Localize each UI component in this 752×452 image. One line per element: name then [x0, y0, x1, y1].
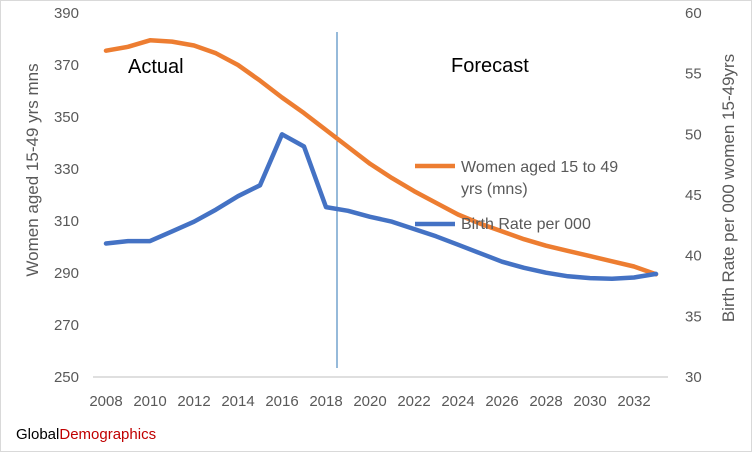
annotation-actual: Actual — [128, 56, 184, 78]
left-tick-250: 250 — [54, 369, 79, 386]
right-tick-45: 45 — [685, 187, 702, 204]
right-tick-35: 35 — [685, 308, 702, 325]
x-tick-2008: 2008 — [89, 393, 122, 410]
x-tick-2026: 2026 — [485, 393, 518, 410]
x-tick-2020: 2020 — [353, 393, 386, 410]
left-tick-310: 310 — [54, 213, 79, 230]
series-line-women-aged-15-49 — [103, 38, 659, 277]
x-axis-ticks: 2008 2010 2012 2014 2016 2018 2020 2022 2024 2026… — [89, 393, 650, 410]
right-tick-30: 30 — [685, 369, 702, 386]
left-tick-330: 330 — [54, 161, 79, 178]
right-y-axis-ticks: 30 35 40 45 50 55 60 — [685, 5, 702, 386]
legend-label-birth-rate: Birth Rate per 000 — [461, 216, 591, 233]
legend-label-women-line-1: Women aged 15 to 49 — [461, 159, 618, 176]
x-tick-2032: 2032 — [617, 393, 650, 410]
x-tick-2022: 2022 — [397, 393, 430, 410]
legend: Women aged 15 to 49 yrs (mns) Birth Rate … — [415, 159, 618, 233]
annotation-forecast: Forecast — [451, 55, 529, 77]
x-tick-2018: 2018 — [309, 393, 342, 410]
left-y-axis-ticks: 250 270 290 310 330 350 370 390 — [54, 5, 79, 386]
x-tick-2024: 2024 — [441, 393, 474, 410]
right-axis-title: Birth Rate per 000 women 15-49yrs — [719, 54, 738, 322]
left-axis-title: Women aged 15-49 yrs mns — [23, 63, 42, 276]
x-tick-2016: 2016 — [265, 393, 298, 410]
right-tick-40: 40 — [685, 248, 702, 265]
x-tick-2028: 2028 — [529, 393, 562, 410]
brand-label: GlobalDemographics — [16, 426, 156, 443]
left-tick-350: 350 — [54, 109, 79, 126]
legend-label-women: Women aged 15 to 49 yrs (mns) — [461, 159, 618, 198]
x-tick-2030: 2030 — [573, 393, 606, 410]
right-tick-60: 60 — [685, 5, 702, 22]
brand-part-global: Global — [16, 426, 60, 443]
left-tick-290: 290 — [54, 265, 79, 282]
left-tick-370: 370 — [54, 57, 79, 74]
x-tick-2010: 2010 — [133, 393, 166, 410]
right-tick-50: 50 — [685, 126, 702, 143]
x-tick-2014: 2014 — [221, 393, 254, 410]
right-tick-55: 55 — [685, 66, 702, 83]
x-tick-2012: 2012 — [177, 393, 210, 410]
left-tick-390: 390 — [54, 5, 79, 22]
brand-part-demographics: Demographics — [59, 426, 157, 443]
legend-label-women-line-2: yrs (mns) — [461, 181, 528, 198]
series-line-birth-rate — [103, 132, 659, 281]
left-tick-270: 270 — [54, 317, 79, 334]
